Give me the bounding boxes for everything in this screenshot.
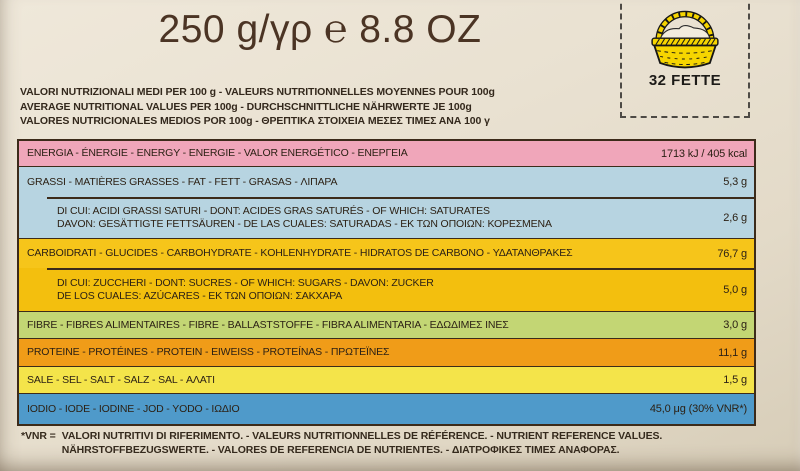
nutrient-row-protein: PROTEINE - PROTÉINES - PROTEIN - EIWEISS…: [19, 338, 754, 366]
nutrient-row-sugars: DI CUI: ZUCCHERI - DONT: SUCRES - OF WHI…: [19, 268, 754, 311]
nutrient-value: 5,3 g: [723, 176, 747, 188]
footnote-prefix: *VNR =: [21, 430, 56, 442]
nutrient-label: DI CUI: ZUCCHERI - DONT: SUCRES - OF WHI…: [57, 277, 434, 289]
nutrition-table: ENERGIA - ÉNERGIE - ENERGY - ENERGIE - V…: [17, 139, 756, 426]
nutrient-label: DI CUI: ACIDI GRASSI SATURI - DONT: ACID…: [57, 205, 490, 217]
nutrient-value: 45,0 μg (30% VNR*): [649, 403, 747, 415]
reference-values-footnote: *VNR = VALORI NUTRITIVI DI RIFERIMENTO. …: [21, 430, 662, 457]
nutrient-row-energy: ENERGIA - ÉNERGIE - ENERGY - ENERGIE - V…: [19, 141, 754, 166]
nutrient-label: GRASSI - MATIÈRES GRASSES - FAT - FETT -…: [27, 175, 338, 188]
nutrient-value: 3,0 g: [723, 319, 747, 331]
nutrition-table-heading: VALORI NUTRIZIONALI MEDI PER 100 g - VAL…: [20, 85, 620, 129]
nutrient-label-line2: DE LOS CUALES: AZÚCARES - ΕΚ ΤΩΝ ΟΠΟΙΩΝ:…: [57, 289, 343, 302]
footnote-line-2: NÄHRSTOFFBEZUGSWERTE. - VALORES DE REFER…: [61, 443, 620, 456]
nutrient-row-iodine: IODIO - IODE - IODINE - JOD - YODO - ΙΩΔ…: [19, 393, 754, 424]
nutrient-row-carbohydrate: CARBOIDRATI - GLUCIDES - CARBOHYDRATE - …: [19, 238, 754, 268]
footnote-line-1: VALORI NUTRITIVI DI RIFERIMENTO. - VALEU…: [61, 430, 663, 442]
nutrient-row-salt: SALE - SEL - SALT - SALZ - SAL - ΑΛΑΤΙ 1…: [19, 366, 754, 393]
nutrient-value: 76,7 g: [717, 247, 747, 260]
heading-line-1: VALORI NUTRIZIONALI MEDI PER 100 g - VAL…: [20, 86, 495, 98]
purchase-info-box: ACQUISTO 32 FETTE: [620, 0, 750, 118]
nutrient-label-line2: DAVON: GESÄTTIGTE FETTSÄUREN - DE LAS CU…: [57, 217, 552, 230]
nutrient-label: ENERGIA - ÉNERGIE - ENERGY - ENERGIE - V…: [27, 147, 408, 160]
nutrient-value: 1713 kJ / 405 kcal: [661, 147, 747, 160]
nutrient-row-fat: GRASSI - MATIÈRES GRASSES - FAT - FETT -…: [19, 166, 754, 197]
slice-count-label: 32 FETTE: [648, 72, 722, 89]
nutrient-row-saturates: DI CUI: ACIDI GRASSI SATURI - DONT: ACID…: [19, 197, 754, 238]
nutrient-value: 2,6 g: [723, 211, 747, 224]
nutrient-label: PROTEINE - PROTÉINES - PROTEIN - EIWEISS…: [27, 346, 390, 359]
nutrient-value: 5,0 g: [723, 283, 747, 296]
nutrient-label: IODIO - IODE - IODINE - JOD - YODO - ΙΩΔ…: [27, 402, 240, 415]
nutrient-row-fibre: FIBRE - FIBRES ALIMENTAIRES - FIBRE - BA…: [19, 311, 754, 338]
nutrient-label: CARBOIDRATI - GLUCIDES - CARBOHYDRATE - …: [27, 247, 573, 260]
nutrient-label: SALE - SEL - SALT - SALZ - SAL - ΑΛΑΤΙ: [27, 373, 215, 386]
nutrient-value: 1,5 g: [723, 374, 747, 386]
nutrient-label: FIBRE - FIBRES ALIMENTAIRES - FIBRE - BA…: [27, 318, 509, 331]
bread-basket-icon: [651, 10, 719, 69]
nutrient-value: 11,1 g: [718, 346, 747, 359]
heading-line-3: VALORES NUTRICIONALES MEDIOS POR 100g - …: [20, 115, 490, 127]
heading-line-2: AVERAGE NUTRITIONAL VALUES PER 100g - DU…: [20, 100, 472, 113]
net-weight-label: 250 g/γρ ℮ 8.8 OZ: [158, 8, 482, 51]
